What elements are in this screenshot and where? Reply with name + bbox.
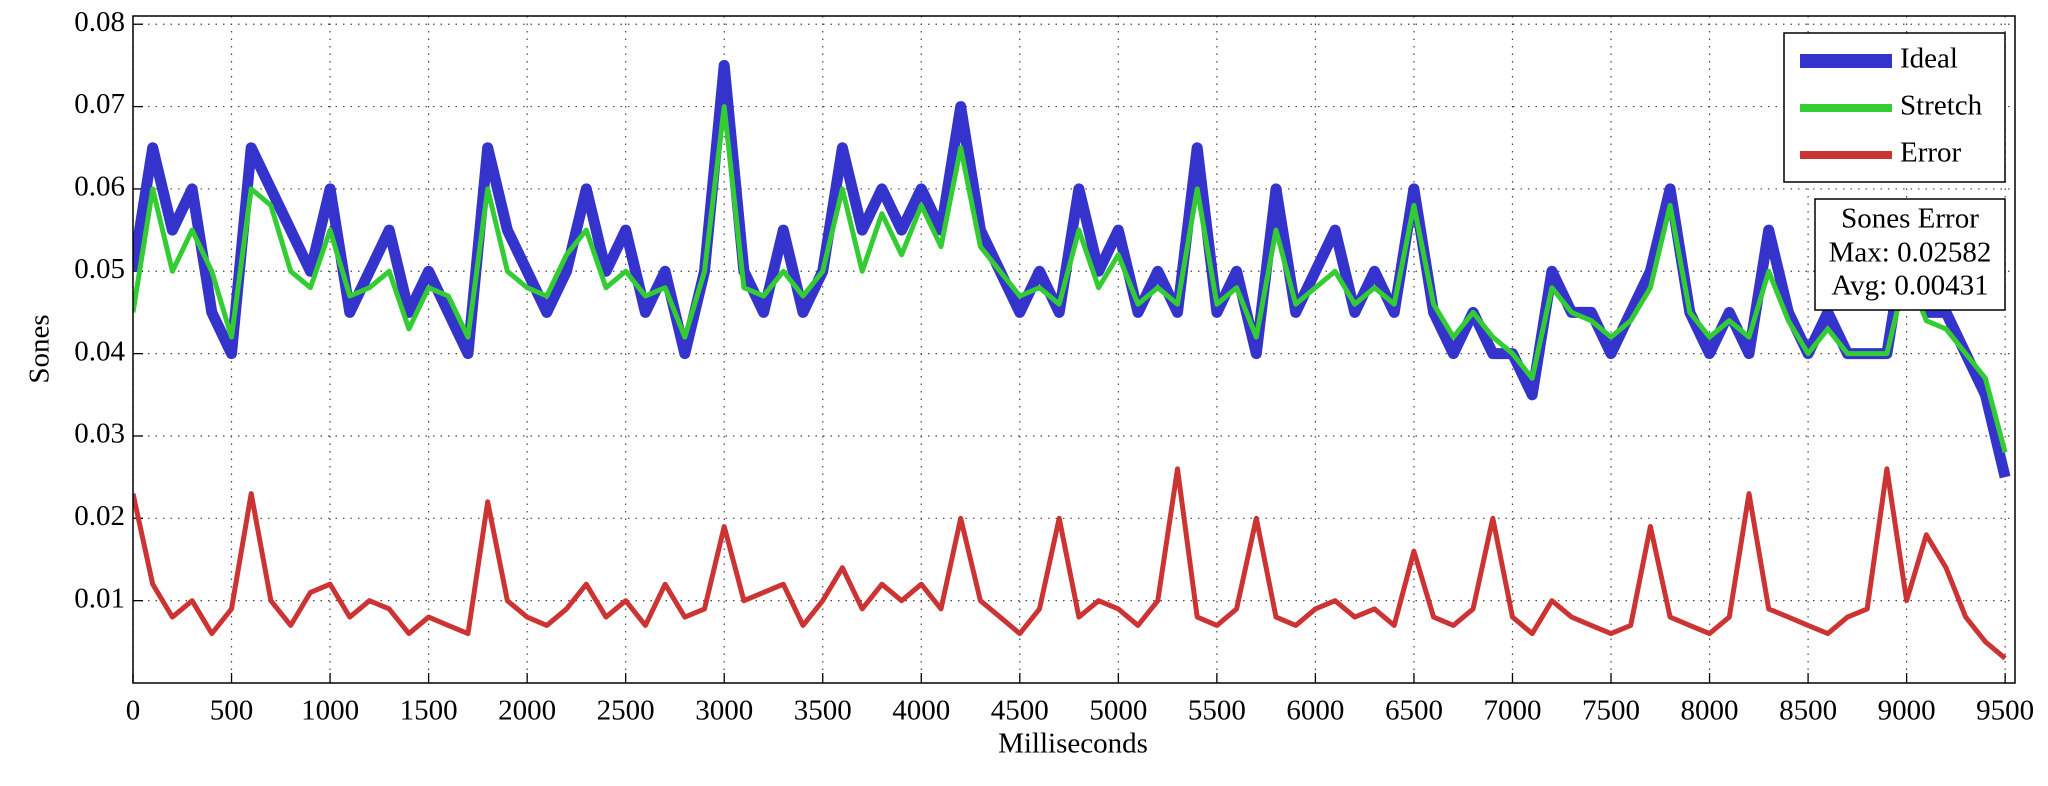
y-tick-label: 0.01 <box>74 582 125 614</box>
x-axis-label: Milliseconds <box>998 728 1148 760</box>
annotation-box <box>1814 198 2006 311</box>
series-line <box>133 466 2007 661</box>
x-tick-label: 4000 <box>892 695 950 727</box>
legend-label: Ideal <box>1900 43 1958 75</box>
annotation-line: Avg: 0.00431 <box>1831 270 1988 302</box>
x-tick-label: 6500 <box>1385 695 1443 727</box>
x-tick-label: 500 <box>210 695 254 727</box>
y-tick-label: 0.04 <box>74 335 125 367</box>
annotation-line: Max: 0.02582 <box>1829 237 1992 269</box>
x-tick-label: 5500 <box>1188 695 1246 727</box>
x-tick-label: 5000 <box>1089 695 1147 727</box>
x-tick-label: 7500 <box>1582 695 1640 727</box>
plot-frame <box>132 15 2016 684</box>
x-tick-label: 2000 <box>498 695 556 727</box>
x-tick-label: 9500 <box>1976 695 2034 727</box>
series-line <box>133 104 2008 454</box>
y-tick-label: 0.03 <box>74 418 125 450</box>
x-tick-label: 1500 <box>400 695 458 727</box>
x-tick-label: 3000 <box>695 695 753 727</box>
x-tick-label: 7000 <box>1483 695 1541 727</box>
y-tick-label: 0.05 <box>74 253 125 285</box>
x-tick-label: 3500 <box>794 695 852 727</box>
y-tick-label: 0.08 <box>74 6 125 38</box>
legend-label: Stretch <box>1900 90 1983 122</box>
x-tick-label: 2500 <box>597 695 655 727</box>
x-tick-label: 6000 <box>1286 695 1344 727</box>
plot-area <box>133 16 2015 683</box>
x-tick-label: 9000 <box>1878 695 1936 727</box>
x-tick-label: 8000 <box>1681 695 1739 727</box>
x-tick-label: 0 <box>126 695 141 727</box>
x-tick-label: 4500 <box>991 695 1049 727</box>
y-tick-label: 0.02 <box>74 500 125 532</box>
y-tick-label: 0.07 <box>74 88 125 120</box>
y-tick-label: 0.06 <box>74 171 125 203</box>
annotation-title: Sones Error <box>1841 203 1979 235</box>
x-tick-label: 8500 <box>1779 695 1837 727</box>
x-tick-label: 1000 <box>301 695 359 727</box>
legend-label: Error <box>1900 137 1962 169</box>
y-axis-label: Sones <box>24 314 56 383</box>
